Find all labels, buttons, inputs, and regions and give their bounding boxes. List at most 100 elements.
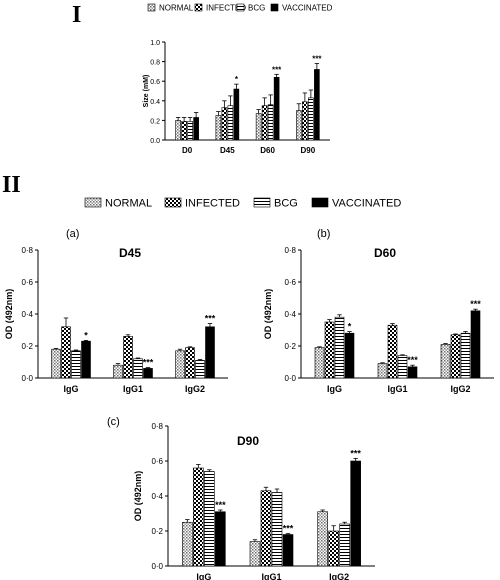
bar-vaccinated-igg1 — [407, 366, 418, 379]
bar-bcg-igg — [204, 471, 215, 567]
legend-label-infected: INFECTED — [185, 198, 240, 210]
bar-vaccinated-igg — [81, 340, 91, 379]
bar-vaccinated-igg — [215, 511, 226, 567]
bar-infected-igg — [61, 326, 71, 379]
bar-vaccinated-d45 — [233, 88, 240, 141]
bar-infected-igg2 — [185, 347, 195, 379]
bar-bcg-igg1 — [133, 358, 143, 379]
y-tick-label: 0·6 — [151, 457, 163, 466]
legend-label-normal: NORMAL — [159, 4, 194, 13]
bar-vaccinated-igg1 — [143, 368, 153, 379]
bar-normal-d45 — [215, 115, 222, 141]
bar-infected-d0 — [181, 121, 187, 141]
y-tick-label: 0.8 — [150, 60, 160, 67]
bar-infected-igg1 — [123, 336, 133, 379]
significance-marker: *** — [205, 314, 216, 324]
legend-label-infected: INFECTED — [206, 4, 246, 13]
y-tick-label: 0·0 — [21, 374, 33, 383]
legend-label-vaccinated: VACCINATED — [332, 198, 401, 210]
x-category-label: IgG1 — [261, 572, 281, 580]
legend-panel-II: NORMAL INFECTED BCG VACCINATED — [84, 197, 401, 210]
bar-vaccinated-d0 — [193, 117, 199, 141]
y-tick-label: 0·2 — [284, 342, 296, 351]
y-tick-label: 0·4 — [21, 310, 33, 319]
chart-title: D45 — [119, 246, 141, 260]
bar-infected-d90 — [302, 101, 308, 141]
bar-normal-d90 — [296, 110, 302, 141]
bar-normal-igg1 — [377, 363, 388, 379]
panel-letter: (b) — [317, 228, 330, 240]
x-category-label: IgG2 — [185, 384, 205, 394]
chart-od-d45: 0·0 0·2 0·4 0·6 0·8 OD (492nm) (a) D45 IgG IgG1 Ig… — [4, 228, 228, 394]
significance-marker: *** — [143, 358, 154, 368]
bar-normal-igg1 — [113, 364, 123, 379]
panel-label-II: II — [2, 172, 21, 198]
bar-infected-igg2 — [328, 530, 339, 567]
bar-vaccinated-igg — [344, 332, 355, 379]
significance-marker: *** — [470, 299, 481, 309]
bar-bcg-d90 — [308, 97, 314, 141]
legend-swatch-infected — [164, 197, 182, 208]
bar-vaccinated-d90 — [314, 69, 320, 141]
y-tick-label: 0·4 — [284, 310, 296, 319]
bar-bcg-igg2 — [460, 332, 471, 379]
y-tick-label: 0.4 — [150, 99, 160, 106]
x-category-label: IgG — [64, 384, 79, 394]
bar-infected-igg — [324, 321, 335, 379]
y-tick-label: 1.0 — [150, 40, 160, 47]
bar-normal-d60 — [255, 113, 262, 141]
x-category-label: IgG1 — [123, 384, 143, 394]
y-tick-label: 0·6 — [284, 278, 296, 287]
legend-swatch-vaccinated — [270, 3, 279, 12]
bar-bcg-igg2 — [339, 523, 350, 567]
bar-normal-igg — [314, 347, 325, 379]
legend-swatch-normal — [147, 3, 156, 12]
y-tick-label: 0.0 — [150, 138, 160, 145]
bar-bcg-d60 — [267, 104, 274, 141]
bar-infected-igg — [193, 467, 204, 567]
panel-label-I: I — [72, 2, 81, 28]
bar-bcg-igg1 — [397, 355, 408, 379]
significance-marker: *** — [407, 355, 418, 365]
bar-normal-igg2 — [175, 350, 185, 379]
chart-title: D90 — [237, 434, 259, 448]
y-tick-label: 0·8 — [151, 422, 163, 431]
y-axis-label: OD (492nm) — [4, 289, 14, 340]
x-category-label: D90 — [301, 146, 316, 155]
significance-marker: *** — [350, 448, 361, 458]
bar-infected-d60 — [261, 105, 268, 141]
bar-vaccinated-d60 — [273, 76, 280, 141]
significance-marker: * — [348, 322, 352, 332]
significance-marker: *** — [312, 55, 322, 64]
y-tick-label: 0·8 — [21, 246, 33, 255]
y-tick-label: 0·0 — [151, 562, 163, 571]
legend-label-normal: NORMAL — [105, 198, 152, 210]
bar-normal-igg — [182, 521, 193, 567]
bar-normal-igg2 — [440, 344, 451, 379]
bar-infected-igg2 — [450, 334, 461, 379]
y-tick-label: 0.6 — [150, 79, 160, 86]
significance-marker: * — [84, 330, 88, 340]
y-tick-label: 0·2 — [21, 342, 33, 351]
y-tick-label: 0·2 — [151, 527, 163, 536]
bar-bcg-d0 — [187, 121, 193, 141]
x-category-label: IgG2 — [329, 572, 349, 580]
significance-marker: *** — [215, 500, 226, 510]
bar-bcg-igg — [334, 316, 345, 379]
bar-normal-igg — [51, 348, 61, 379]
x-category-label: D0 — [182, 146, 193, 155]
bar-normal-d0 — [175, 120, 181, 141]
bar-normal-igg1 — [249, 541, 261, 567]
significance-marker: *** — [283, 524, 294, 534]
x-category-label: D45 — [220, 146, 235, 155]
bar-normal-igg2 — [317, 511, 328, 567]
bar-bcg-igg2 — [195, 360, 205, 379]
legend-swatch-normal — [84, 197, 102, 208]
x-category-label: IgG2 — [450, 384, 470, 394]
legend-label-vaccinated: VACCINATED — [282, 4, 333, 13]
bar-infected-igg1 — [387, 324, 398, 379]
bar-bcg-d45 — [227, 105, 234, 141]
y-tick-label: 0·8 — [284, 246, 296, 255]
